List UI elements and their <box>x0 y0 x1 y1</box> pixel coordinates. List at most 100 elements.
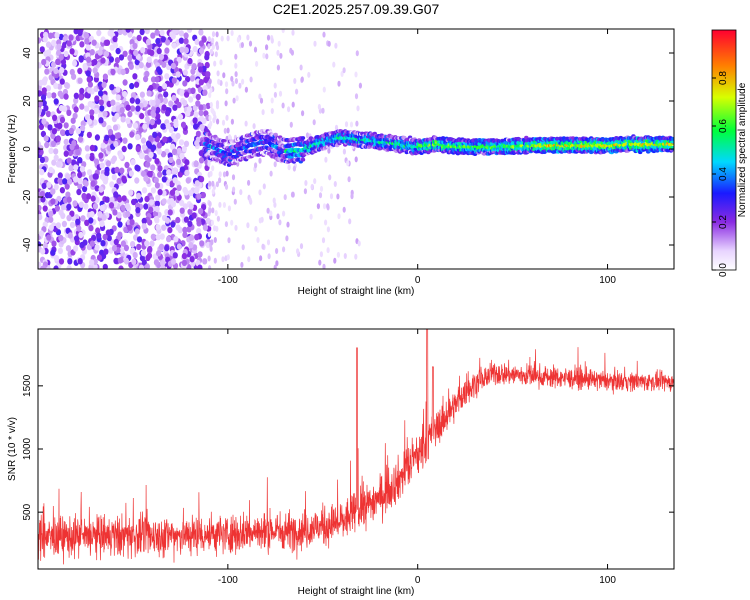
spectrogram-cell <box>110 134 116 141</box>
top-y-tick-label: 20 <box>22 95 33 107</box>
spectrogram-cell <box>231 174 236 181</box>
spectrogram-cell <box>67 258 73 265</box>
top-y-tick-label: -40 <box>22 237 33 252</box>
spectrogram-cell <box>212 117 216 124</box>
spectrogram-cell <box>152 131 158 138</box>
spectrogram-cell <box>85 153 91 160</box>
spectrogram-cell <box>136 236 143 243</box>
spectrogram-cell <box>58 33 64 41</box>
spectrogram-cell <box>176 184 182 191</box>
spectrogram-cell <box>63 138 69 146</box>
spectrogram-cell <box>76 188 82 196</box>
spectrogram-cell <box>230 219 234 226</box>
spectrogram-cell <box>182 203 188 210</box>
spectrogram-cell <box>143 175 149 182</box>
spectrogram-cell <box>101 214 107 221</box>
spectrogram-cell <box>129 219 135 226</box>
spectrogram-cell <box>282 246 286 253</box>
spectrogram-cell <box>56 43 62 50</box>
spectrogram-cell <box>130 159 136 166</box>
spectrogram-cell <box>172 104 178 111</box>
spectrogram-cell <box>104 134 110 142</box>
spectrogram-cell <box>207 160 211 167</box>
spectrogram-cell <box>66 203 72 211</box>
spectrogram-cell <box>86 131 92 139</box>
spectrogram-cell <box>227 205 231 212</box>
spectrogram-cell <box>182 80 188 87</box>
spectrogram-cell <box>53 183 59 191</box>
spectrogram-cell <box>209 170 213 177</box>
spectrogram-cell <box>84 145 90 152</box>
spectrogram-cell <box>170 62 176 70</box>
spectrogram-cell <box>104 166 110 174</box>
spectrogram-cell <box>172 177 178 184</box>
spectrogram-cell <box>208 92 212 99</box>
spectrogram-cell <box>64 183 70 190</box>
spectrogram-cell <box>99 105 105 112</box>
snr-panel: -100 0 100 500 1000 1500 Height of straight … <box>7 328 675 597</box>
spectrogram-cell <box>72 112 78 120</box>
spectrogram-cell <box>269 170 273 177</box>
spectrogram-cell <box>88 224 94 232</box>
spectrogram-cell <box>185 110 191 117</box>
spectrogram-cell <box>135 207 141 214</box>
spectrogram-cell <box>337 80 341 87</box>
spectrogram-cell <box>173 236 179 243</box>
spectrogram-cell <box>270 108 274 114</box>
spectrogram-cell <box>198 47 205 55</box>
spectrogram-cell <box>80 215 86 222</box>
spectrogram-cell <box>161 104 167 111</box>
spectrogram-cell <box>214 210 218 216</box>
chart-title: C2E1.2025.257.09.39.G07 <box>273 1 440 17</box>
spectrogram-cell <box>195 130 201 138</box>
spectrogram-cell <box>44 68 50 75</box>
spectrogram-cell <box>247 179 251 186</box>
spectrogram-cell <box>120 240 126 247</box>
spectrogram-cell <box>69 221 76 229</box>
spectrogram-cell <box>191 212 197 219</box>
spectrogram-cell <box>135 98 141 105</box>
spectrogram-cell <box>102 233 108 241</box>
top-x-axis-label: Height of straight line (km) <box>298 286 415 297</box>
spectrogram-cell <box>261 109 265 116</box>
spectrogram-cell <box>45 41 52 48</box>
spectrogram-cell <box>53 255 60 262</box>
spectrogram-cell <box>53 82 59 90</box>
spectrogram-cell <box>164 73 170 80</box>
spectrogram-cell <box>77 258 83 265</box>
spectrogram-cell <box>220 35 224 42</box>
spectrogram-cell <box>150 164 156 171</box>
spectrogram-cell <box>84 38 90 45</box>
spectrogram-cell <box>123 257 129 265</box>
spectrogram-cell <box>279 52 283 59</box>
spectrogram-cell <box>100 57 106 64</box>
spectrogram-cell <box>140 47 146 54</box>
spectrogram-cell <box>179 199 185 207</box>
spectrogram-cell <box>282 210 286 217</box>
spectrogram-cell <box>334 42 338 49</box>
spectrogram-cell <box>144 116 150 123</box>
spectrogram-cell <box>262 183 266 190</box>
colorbar: 0.0 0.2 0.4 0.6 0.8 Normalized spectral ampl… <box>711 29 748 277</box>
spectrogram-cell <box>254 162 258 169</box>
spectrogram-cell <box>77 171 83 179</box>
spectrogram-cell <box>131 198 137 206</box>
spectrogram-cell <box>187 29 193 33</box>
spectrogram-cell <box>58 258 65 265</box>
spectrogram-cell <box>167 226 173 234</box>
spectrogram-cell <box>187 208 193 215</box>
colorbar-ticks: 0.0 0.2 0.4 0.6 0.8 <box>712 71 729 277</box>
spectrogram-cell <box>322 263 326 269</box>
colorbar-tick-label: 0.6 <box>718 119 729 133</box>
spectrogram-cell <box>287 164 291 171</box>
spectrogram-cell <box>109 84 115 91</box>
spectrogram-cell <box>92 67 98 74</box>
spectrogram-cell <box>105 229 111 236</box>
spectrogram-cell <box>94 185 100 192</box>
spectrogram-cell <box>45 49 52 56</box>
spectrogram-cell <box>114 112 120 120</box>
spectrogram-cell <box>156 47 162 55</box>
spectrogram-cell <box>77 183 83 190</box>
top-y-axis-label: Frequency (Hz) <box>7 115 18 184</box>
spectrogram-cell <box>324 156 328 163</box>
